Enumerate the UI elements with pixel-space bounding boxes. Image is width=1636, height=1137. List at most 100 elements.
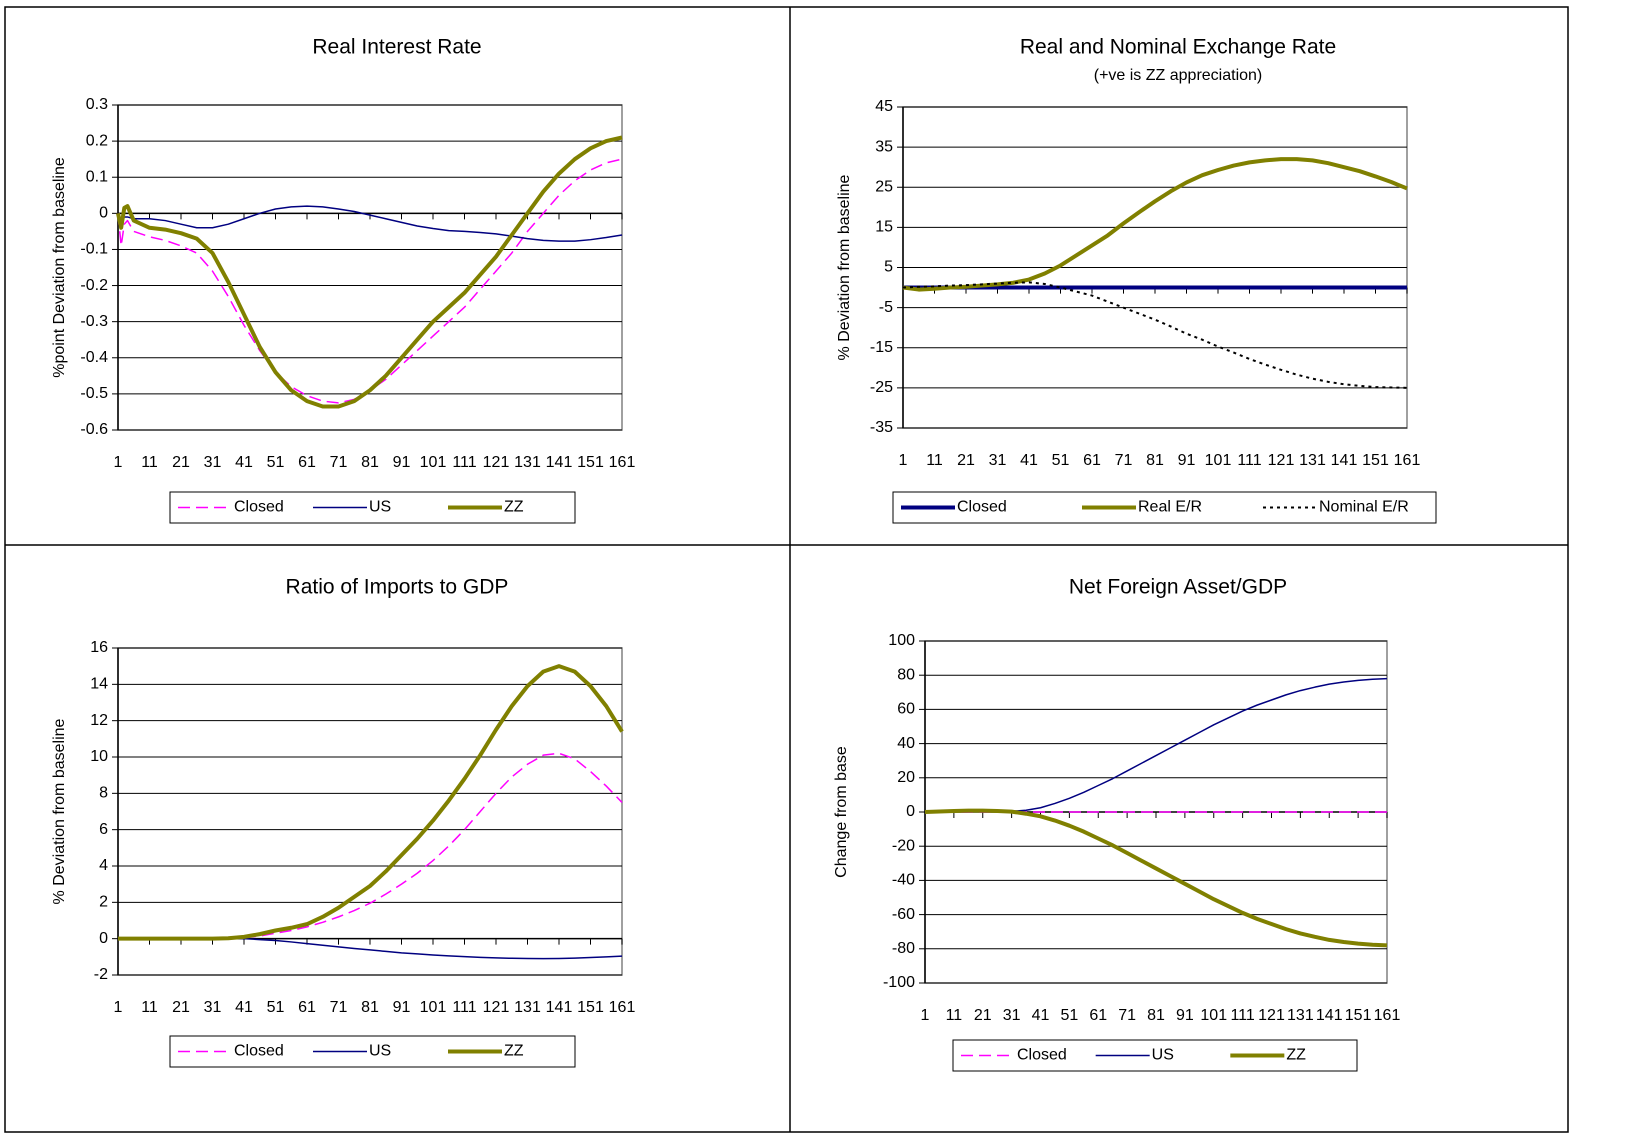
y-tick-label: 14 [90,676,108,693]
x-tick-label: 111 [1237,452,1261,469]
data-line [117,205,623,242]
x-tick-label: 151 [1345,1007,1372,1024]
y-tick-label: -40 [892,872,915,889]
x-tick-label: 1 [114,999,123,1016]
x-tick-label: 161 [1394,452,1421,469]
frame [4,6,1569,1133]
legend-label: Closed [1017,1047,1067,1064]
y-tick-label: 0.1 [86,168,108,185]
x-tick-label: 101 [1200,1007,1227,1024]
x-tick-label: 51 [267,999,285,1016]
legend-box [169,1035,576,1068]
x-tick-label: 131 [1287,1007,1314,1024]
x-tick-label: 71 [330,999,348,1016]
x-tick-label: 101 [1205,452,1232,469]
y-tick-label: 10 [90,748,108,765]
y-tick-label: 40 [897,735,915,752]
y-axis-title: % Deviation from baseline [51,718,68,904]
y-tick-label: -60 [892,906,915,923]
x-tick-label: 71 [1115,452,1133,469]
legend-label: ZZ [504,499,524,516]
x-tick-label: 111 [1230,1007,1254,1024]
x-tick-label: 71 [330,454,348,471]
x-tick-label: 11 [141,999,158,1016]
y-tick-label: 6 [99,821,108,838]
x-tick-label: 121 [1258,1007,1285,1024]
y-tick-label: -0.3 [80,313,108,330]
y-tick-label: 12 [90,712,108,729]
legend-label: Closed [234,1043,284,1060]
legend-label: Closed [234,499,284,516]
y-tick-label: 45 [875,98,893,115]
y-axis-title: Change from base [833,746,850,878]
x-tick-label: 151 [1362,452,1389,469]
legend-label: US [369,1043,391,1060]
y-tick-label: -2 [94,966,108,983]
x-tick-label: 161 [1374,1007,1401,1024]
chart-title: Net Foreign Asset/GDP [1069,576,1287,599]
x-tick-label: 41 [1020,452,1038,469]
x-tick-label: 111 [452,454,476,471]
legend-label: Real E/R [1138,499,1202,516]
x-tick-label: 61 [1089,1007,1107,1024]
x-tick-label: 51 [1060,1007,1078,1024]
x-tick-label: 161 [609,454,636,471]
y-tick-label: 0.3 [86,96,108,113]
panel: Real Interest Rate -0.6 -0.5 -0.4 -0.3 -0.2 -0… [51,36,636,524]
y-tick-label: -0.1 [80,241,108,258]
x-tick-label: 31 [989,452,1007,469]
x-tick-label: 61 [1083,452,1101,469]
x-tick-label: 81 [361,454,379,471]
data-line [118,664,624,941]
x-tick-label: 81 [361,999,379,1016]
data-line [924,808,1388,948]
legend-label: ZZ [1286,1047,1306,1064]
y-tick-label: 0 [99,205,108,222]
legend-box [892,491,1437,524]
chart-title: Ratio of Imports to GDP [286,576,509,599]
x-tick-label: 61 [298,454,316,471]
x-tick-label: 31 [1003,1007,1021,1024]
y-tick-label: 16 [90,639,108,656]
x-tick-label: 21 [172,454,190,471]
y-tick-label: 100 [888,632,915,649]
x-tick-label: 151 [577,454,604,471]
y-axis-title: % Deviation from baseline [836,174,853,360]
data-line [902,281,1408,389]
legend-box [169,491,576,524]
y-tick-label: -0.2 [80,277,108,294]
x-tick-label: 131 [1299,452,1326,469]
x-tick-label: 61 [298,999,316,1016]
y-tick-label: -5 [879,299,893,316]
data-line [902,157,1408,292]
chart-title: Real Interest Rate [312,36,481,59]
chart-subtitle: (+ve is ZZ appreciation) [1094,67,1263,84]
y-tick-label: 0.2 [86,132,108,149]
y-tick-label: 5 [884,259,893,276]
y-tick-label: -25 [870,379,893,396]
y-tick-label: 2 [99,894,108,911]
legend-label: US [1152,1047,1174,1064]
x-tick-label: 21 [957,452,975,469]
x-tick-label: 101 [420,454,447,471]
legend-box [952,1039,1358,1072]
y-tick-label: 20 [897,769,915,786]
y-tick-label: 60 [897,701,915,718]
y-tick-label: 15 [875,219,893,236]
x-tick-label: 1 [921,1007,930,1024]
x-tick-label: 31 [204,454,222,471]
legend-label: Nominal E/R [1319,499,1409,516]
x-tick-label: 121 [483,999,510,1016]
y-tick-label: -0.5 [80,385,108,402]
x-tick-label: 11 [926,452,943,469]
x-tick-label: 41 [1032,1007,1050,1024]
x-tick-label: 51 [1052,452,1070,469]
x-tick-label: 71 [1118,1007,1136,1024]
x-tick-label: 81 [1146,452,1164,469]
panel: Real and Nominal Exchange Rate (+ve is ZZ… [836,36,1437,524]
x-tick-label: 31 [204,999,222,1016]
x-tick-label: 141 [1331,452,1358,469]
